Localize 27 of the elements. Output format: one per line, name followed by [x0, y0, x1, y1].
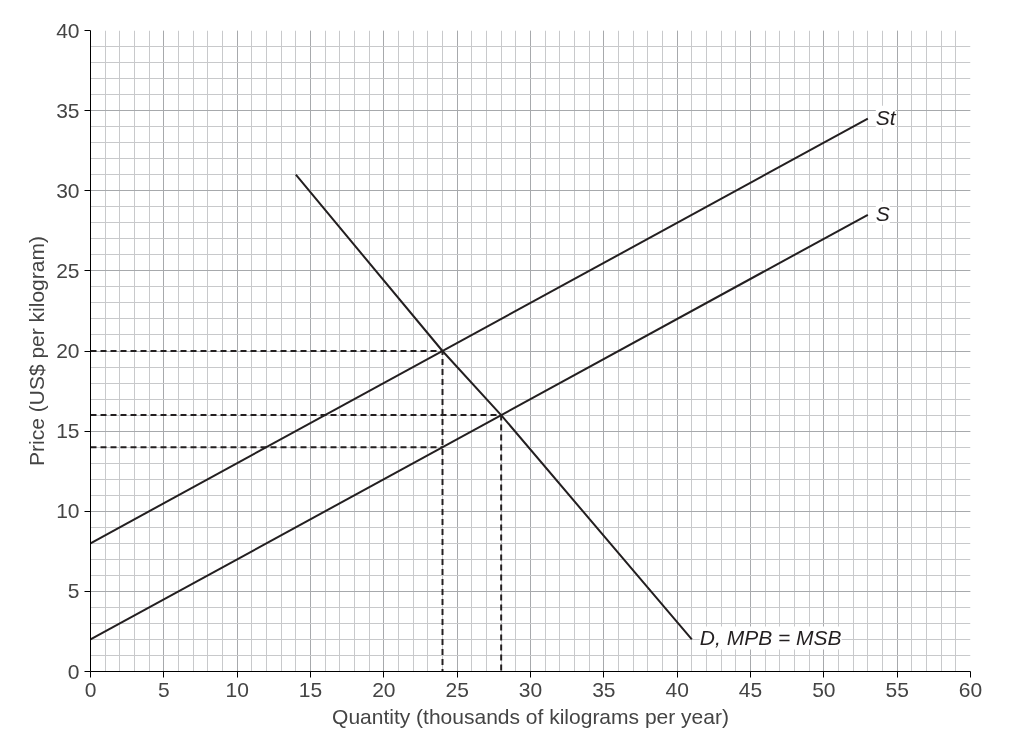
y-axis-title: Price (US$ per kilogram) [25, 236, 49, 466]
x-tick-label: 10 [225, 677, 249, 701]
x-tick-label: 5 [157, 677, 170, 701]
series-label: St [875, 105, 897, 129]
y-tick-label: 20 [56, 339, 80, 362]
x-tick-label: 60 [958, 677, 983, 701]
x-tick-label: 30 [518, 677, 543, 701]
y-tick-label: 0 [67, 659, 80, 683]
y-tick-label: 15 [56, 419, 80, 443]
y-tick-label: 25 [56, 258, 80, 282]
x-tick-label: 35 [592, 677, 616, 701]
series-label: S [875, 201, 890, 225]
x-tick-label: 20 [372, 677, 396, 701]
y-tick-label: 30 [56, 178, 80, 202]
x-tick-label: 25 [445, 677, 469, 701]
x-tick-label: 0 [84, 677, 97, 701]
x-tick-label: 45 [738, 677, 763, 701]
y-tick-label: 10 [56, 499, 80, 523]
y-tick-label: 5 [67, 579, 80, 603]
x-tick-label: 50 [812, 677, 836, 701]
y-tick-label: 40 [56, 18, 80, 42]
x-tick-label: 55 [885, 677, 909, 701]
series-label: D, MPB = MSB [699, 626, 842, 650]
x-tick-label: 15 [298, 677, 323, 701]
y-tick-label: 35 [56, 98, 80, 122]
x-tick-label: 40 [665, 677, 689, 701]
x-axis-title: Quantity (thousands of kilograms per year) [332, 704, 729, 728]
